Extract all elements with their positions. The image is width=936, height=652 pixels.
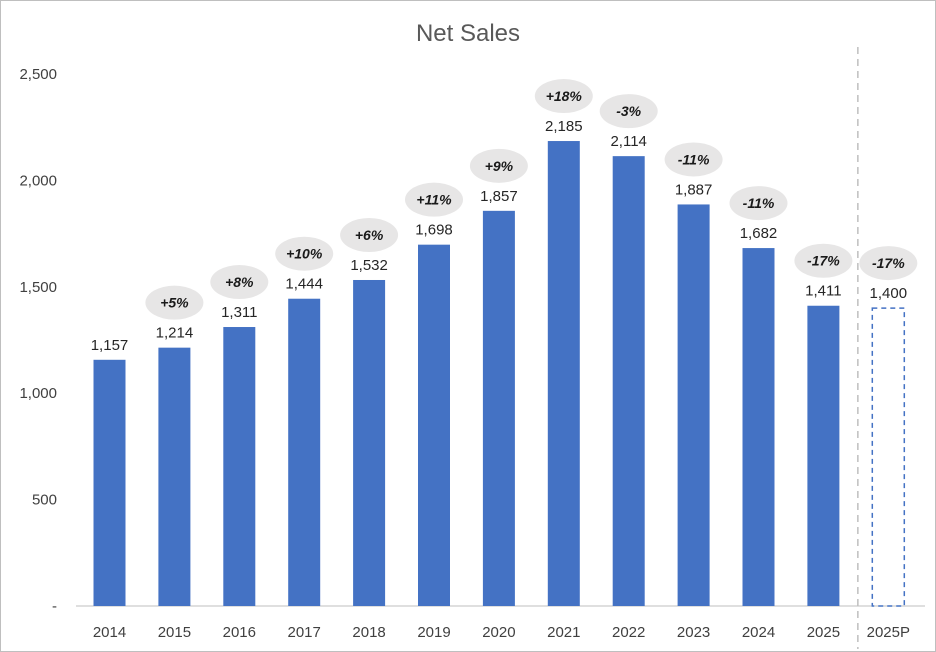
change-label: +6% — [355, 227, 384, 243]
value-label: 1,157 — [91, 337, 129, 354]
value-label: 1,214 — [156, 325, 194, 342]
change-bubble — [340, 217, 399, 252]
bar — [223, 327, 256, 606]
x-tick-label: 2016 — [223, 624, 256, 641]
bar — [807, 305, 840, 606]
value-label: 1,400 — [870, 285, 908, 302]
y-axis: - 500 1,000 1,500 2,000 2,500 — [19, 66, 57, 615]
bars — [93, 141, 906, 607]
data-labels: 1,157 1,214 +5% 1,311 +8% 1,444 +10% 1,532 +6% 1,… — [91, 79, 918, 354]
bar — [742, 248, 775, 606]
x-tick-label: 2025P — [867, 624, 910, 641]
change-bubble — [534, 79, 593, 114]
change-label: +5% — [160, 295, 189, 311]
bar — [482, 210, 515, 607]
value-label: 1,532 — [350, 257, 388, 274]
y-tick-label: - — [52, 598, 57, 615]
y-tick-label: 2,500 — [19, 66, 57, 83]
y-tick-label: 1,000 — [19, 385, 57, 402]
value-label: 2,185 — [545, 118, 583, 135]
change-bubble — [859, 246, 918, 281]
x-tick-label: 2018 — [352, 624, 385, 641]
x-tick-label: 2022 — [612, 624, 645, 641]
change-label: -17% — [872, 255, 905, 271]
bar — [677, 204, 710, 606]
value-label: 2,114 — [610, 133, 646, 150]
value-label: 1,444 — [285, 276, 323, 293]
chart-title: Net Sales — [416, 20, 520, 47]
y-tick-label: 500 — [32, 492, 57, 509]
bar — [288, 298, 321, 606]
value-label: 1,682 — [740, 225, 778, 242]
x-tick-label: 2017 — [288, 624, 321, 641]
change-bubble — [469, 148, 528, 183]
bar-projected — [871, 307, 906, 607]
x-tick-label: 2024 — [742, 624, 775, 641]
change-label: -3% — [616, 103, 641, 119]
change-bubble — [145, 285, 204, 320]
change-bubble — [405, 182, 463, 217]
bar — [547, 141, 580, 607]
change-label: -11% — [743, 195, 775, 211]
change-bubble — [275, 236, 334, 271]
change-label: +8% — [225, 274, 254, 290]
x-axis: 2014 2015 2016 2017 2018 2019 2020 2021 2022 2023… — [76, 47, 925, 649]
bar — [93, 359, 126, 606]
bar — [353, 279, 386, 606]
x-tick-label: 2014 — [93, 624, 126, 641]
x-tick-label: 2019 — [417, 624, 450, 641]
change-bubble — [599, 94, 658, 129]
value-label: 1,698 — [415, 222, 453, 239]
change-label: -11% — [678, 151, 710, 167]
x-tick-label: 2025 — [807, 624, 840, 641]
bar — [612, 156, 645, 606]
value-label: 1,311 — [221, 304, 257, 321]
y-tick-label: 1,500 — [19, 279, 57, 296]
value-label: 1,857 — [480, 188, 518, 205]
change-label: +11% — [416, 192, 452, 208]
bar — [418, 244, 450, 607]
value-label: 1,887 — [675, 181, 713, 198]
change-bubble — [210, 265, 269, 300]
x-tick-label: 2023 — [677, 624, 710, 641]
bar — [158, 347, 191, 606]
change-bubble — [664, 142, 723, 177]
change-label: +10% — [286, 246, 323, 262]
change-label: +9% — [485, 158, 514, 174]
value-label: 1,411 — [805, 283, 841, 300]
x-tick-label: 2021 — [547, 624, 580, 641]
change-label: +18% — [546, 88, 583, 104]
x-tick-label: 2020 — [482, 624, 515, 641]
x-tick-label: 2015 — [158, 624, 191, 641]
change-bubble — [794, 243, 853, 278]
y-tick-label: 2,000 — [19, 172, 57, 189]
change-label: -17% — [807, 253, 840, 269]
change-bubble — [729, 186, 788, 221]
